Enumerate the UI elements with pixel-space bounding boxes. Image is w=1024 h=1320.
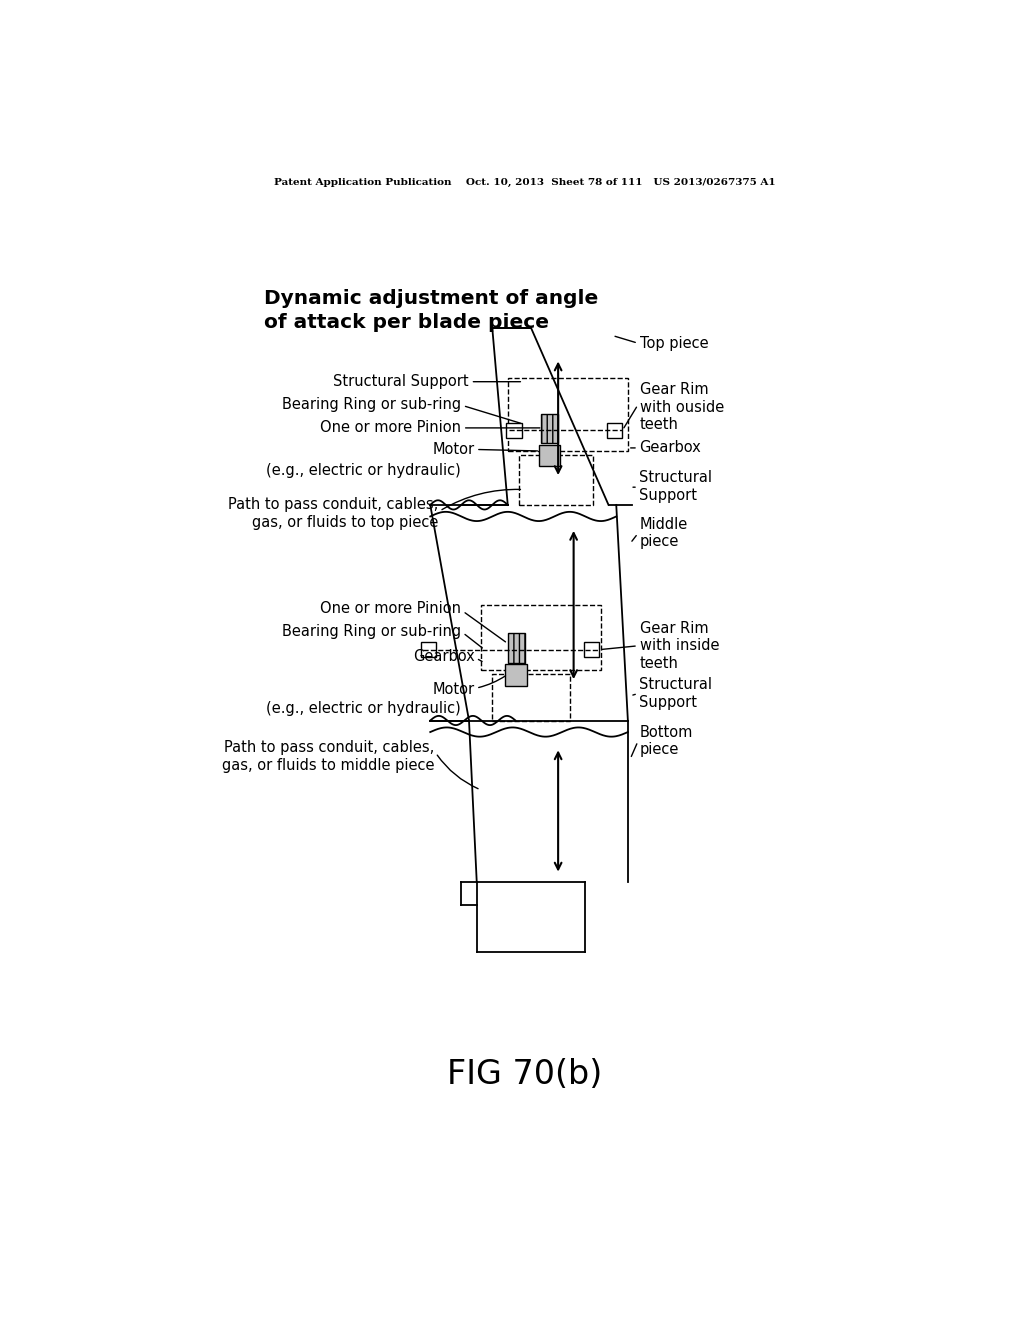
Text: piece: piece xyxy=(640,742,679,758)
Text: Bearing Ring or sub-ring: Bearing Ring or sub-ring xyxy=(283,397,461,412)
Text: Structural Support: Structural Support xyxy=(334,374,469,389)
Bar xyxy=(584,642,599,657)
Text: Motor: Motor xyxy=(432,682,474,697)
Text: teeth: teeth xyxy=(640,417,678,433)
Text: Gear Rim: Gear Rim xyxy=(640,620,709,636)
Text: piece: piece xyxy=(640,535,679,549)
Text: One or more Pinion: One or more Pinion xyxy=(321,602,461,616)
Text: Gear Rim: Gear Rim xyxy=(640,381,709,397)
Text: (e.g., electric or hydraulic): (e.g., electric or hydraulic) xyxy=(266,463,461,478)
Bar xyxy=(506,664,527,686)
Text: Path to pass conduit, cables,: Path to pass conduit, cables, xyxy=(224,741,434,755)
Text: gas, or fluids to middle piece: gas, or fluids to middle piece xyxy=(221,758,434,772)
Text: FIG 70(b): FIG 70(b) xyxy=(447,1059,602,1092)
Text: with ouside: with ouside xyxy=(640,400,724,414)
Text: Patent Application Publication    Oct. 10, 2013  Sheet 78 of 111   US 2013/02673: Patent Application Publication Oct. 10, … xyxy=(274,178,775,186)
Text: Bottom: Bottom xyxy=(640,725,693,739)
Bar xyxy=(506,422,521,438)
Text: Path to pass conduit, cables,: Path to pass conduit, cables, xyxy=(227,498,438,512)
Text: Gearbox: Gearbox xyxy=(640,441,701,455)
Text: Support: Support xyxy=(640,488,697,503)
Text: One or more Pinion: One or more Pinion xyxy=(321,420,461,436)
Text: Structural: Structural xyxy=(640,470,713,486)
Text: Support: Support xyxy=(640,694,697,710)
Text: Top piece: Top piece xyxy=(640,335,709,351)
Bar xyxy=(519,455,593,506)
Text: Gearbox: Gearbox xyxy=(413,649,474,664)
Text: Dynamic adjustment of angle
of attack per blade piece: Dynamic adjustment of angle of attack pe… xyxy=(263,289,598,331)
Text: with inside: with inside xyxy=(640,639,719,653)
Text: teeth: teeth xyxy=(640,656,678,671)
Text: Middle: Middle xyxy=(640,516,688,532)
Text: gas, or fluids to top piece: gas, or fluids to top piece xyxy=(252,515,438,531)
Bar xyxy=(421,642,436,657)
Bar xyxy=(607,422,623,438)
Bar xyxy=(508,634,524,663)
Bar xyxy=(508,378,628,451)
Bar xyxy=(539,445,560,466)
Text: Motor: Motor xyxy=(432,442,474,457)
Text: Bearing Ring or sub-ring: Bearing Ring or sub-ring xyxy=(283,623,461,639)
Bar xyxy=(541,414,558,444)
Bar xyxy=(480,605,601,671)
Text: Structural: Structural xyxy=(640,677,713,692)
Bar xyxy=(493,675,569,721)
Text: (e.g., electric or hydraulic): (e.g., electric or hydraulic) xyxy=(266,701,461,717)
